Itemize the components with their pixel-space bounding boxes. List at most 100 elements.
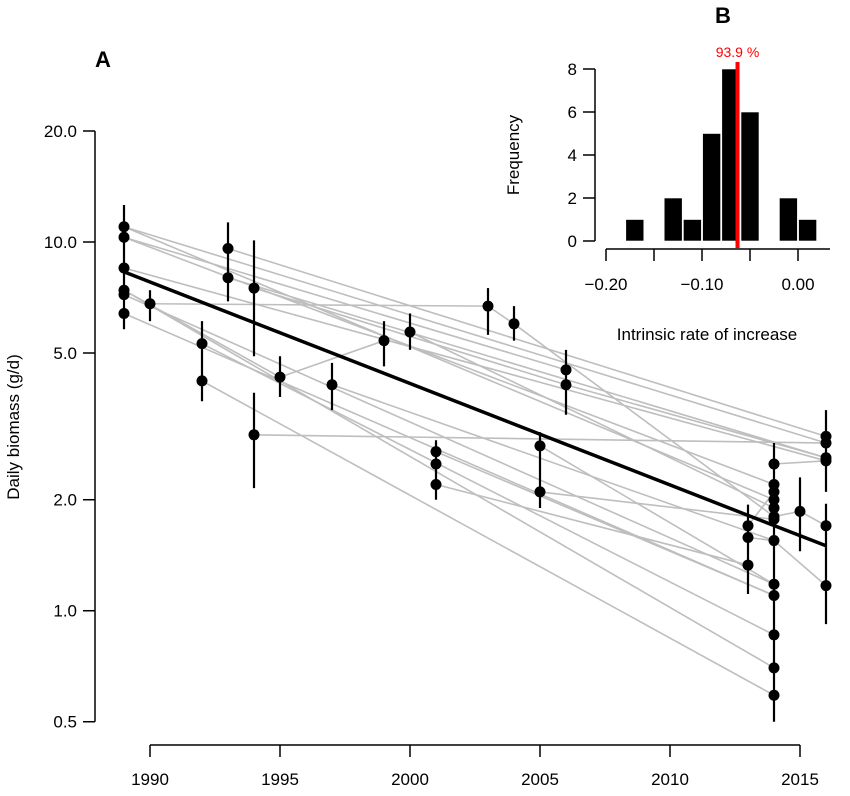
data-point (196, 375, 208, 387)
y-tick-label: 2 (568, 189, 577, 208)
y-tick-label: 10.0 (44, 233, 77, 252)
site-line (123, 289, 775, 669)
data-point (248, 282, 260, 294)
site-line (331, 384, 775, 542)
data-point (326, 379, 338, 391)
data-point (768, 486, 780, 498)
site-line (435, 450, 775, 597)
histogram-bar (779, 197, 798, 242)
data-point (560, 364, 572, 376)
y-tick-label: 2.0 (53, 491, 77, 510)
panel-label-b: B (715, 3, 731, 28)
histogram-bar (683, 219, 702, 242)
histogram-bar (663, 197, 683, 242)
histogram-bar (721, 68, 741, 242)
data-point (118, 289, 130, 301)
site-line (409, 331, 775, 509)
y-tick-label: 0.5 (53, 713, 77, 732)
x-tick-label: −0.10 (680, 275, 723, 294)
site-line (539, 445, 775, 585)
x-tick-label: 2000 (391, 770, 429, 789)
data-point (820, 437, 832, 449)
data-point (404, 326, 416, 338)
data-point (378, 335, 390, 347)
data-point (534, 486, 546, 498)
data-point (482, 300, 494, 312)
x-tick-label: 0.00 (781, 275, 814, 294)
data-point (118, 307, 130, 319)
site-line (123, 293, 775, 585)
data-point (118, 262, 130, 274)
data-point (430, 478, 442, 490)
data-point (768, 578, 780, 590)
x-tick-label: −0.20 (584, 275, 627, 294)
site-line (539, 491, 775, 521)
panel-a-plot: 0.5 1.0 2.0 5.0 10.0 20.0 1990 1995 2000 2005 2010… (44, 122, 832, 789)
data-point (742, 531, 754, 543)
site-line (201, 380, 775, 696)
data-point (222, 272, 234, 284)
x-tick-label: 2015 (781, 770, 819, 789)
data-point (820, 580, 832, 592)
data-point (222, 243, 234, 255)
site-line (123, 267, 827, 462)
x-tick-label: 2005 (521, 770, 559, 789)
panel-b-plot: 0 2 4 6 8 −0.20 −0.10 0.00 93.9 % (568, 44, 830, 294)
data-point (508, 318, 520, 330)
site-line (227, 247, 827, 438)
histogram-bar (625, 219, 645, 242)
data-point (430, 446, 442, 458)
data-point (118, 221, 130, 233)
site-line (123, 236, 775, 486)
site-line (201, 342, 775, 636)
data-point (768, 629, 780, 641)
data-point (742, 520, 754, 532)
data-point (768, 513, 780, 525)
data-point (820, 520, 832, 532)
histogram-bar (798, 219, 817, 242)
site-line (227, 276, 827, 459)
site-line (435, 483, 749, 566)
data-point (768, 494, 780, 506)
data-point (118, 231, 130, 243)
site-line (123, 312, 775, 597)
site-line (123, 225, 827, 444)
marker-label: 93.9 % (716, 44, 760, 60)
data-point (768, 689, 780, 701)
y-axis-label-b: Frequency (504, 114, 523, 195)
panel-label-a: A (95, 47, 111, 72)
x-tick-label: 1990 (131, 770, 169, 789)
data-point (768, 662, 780, 674)
site-line (123, 225, 775, 501)
y-tick-label: 0 (568, 232, 577, 251)
histogram-bar (740, 111, 760, 242)
x-tick-label: 2010 (651, 770, 689, 789)
data-point (274, 371, 286, 383)
data-point (768, 502, 780, 514)
histogram-bar (702, 133, 721, 242)
y-axis-label-a: Daily biomass (g/d) (4, 354, 23, 500)
y-tick-label: 8 (568, 60, 577, 79)
site-line (773, 460, 827, 465)
data-point (534, 440, 546, 452)
data-point (430, 458, 442, 470)
y-tick-label: 1.0 (53, 602, 77, 621)
data-point (560, 379, 572, 391)
data-point (794, 505, 806, 517)
y-tick-label: 6 (568, 103, 577, 122)
site-line (123, 236, 567, 371)
x-axis-label-b: Intrinsic rate of increase (617, 325, 797, 344)
data-point (768, 589, 780, 601)
data-point (248, 429, 260, 441)
data-point (820, 455, 832, 467)
site-line (773, 539, 827, 587)
y-tick-label: 5.0 (53, 344, 77, 363)
data-point (768, 535, 780, 547)
trend-line (123, 270, 827, 548)
data-point (768, 458, 780, 470)
data-point (742, 559, 754, 571)
data-point (196, 338, 208, 350)
y-tick-label: 20.0 (44, 122, 77, 141)
data-point (144, 298, 156, 310)
